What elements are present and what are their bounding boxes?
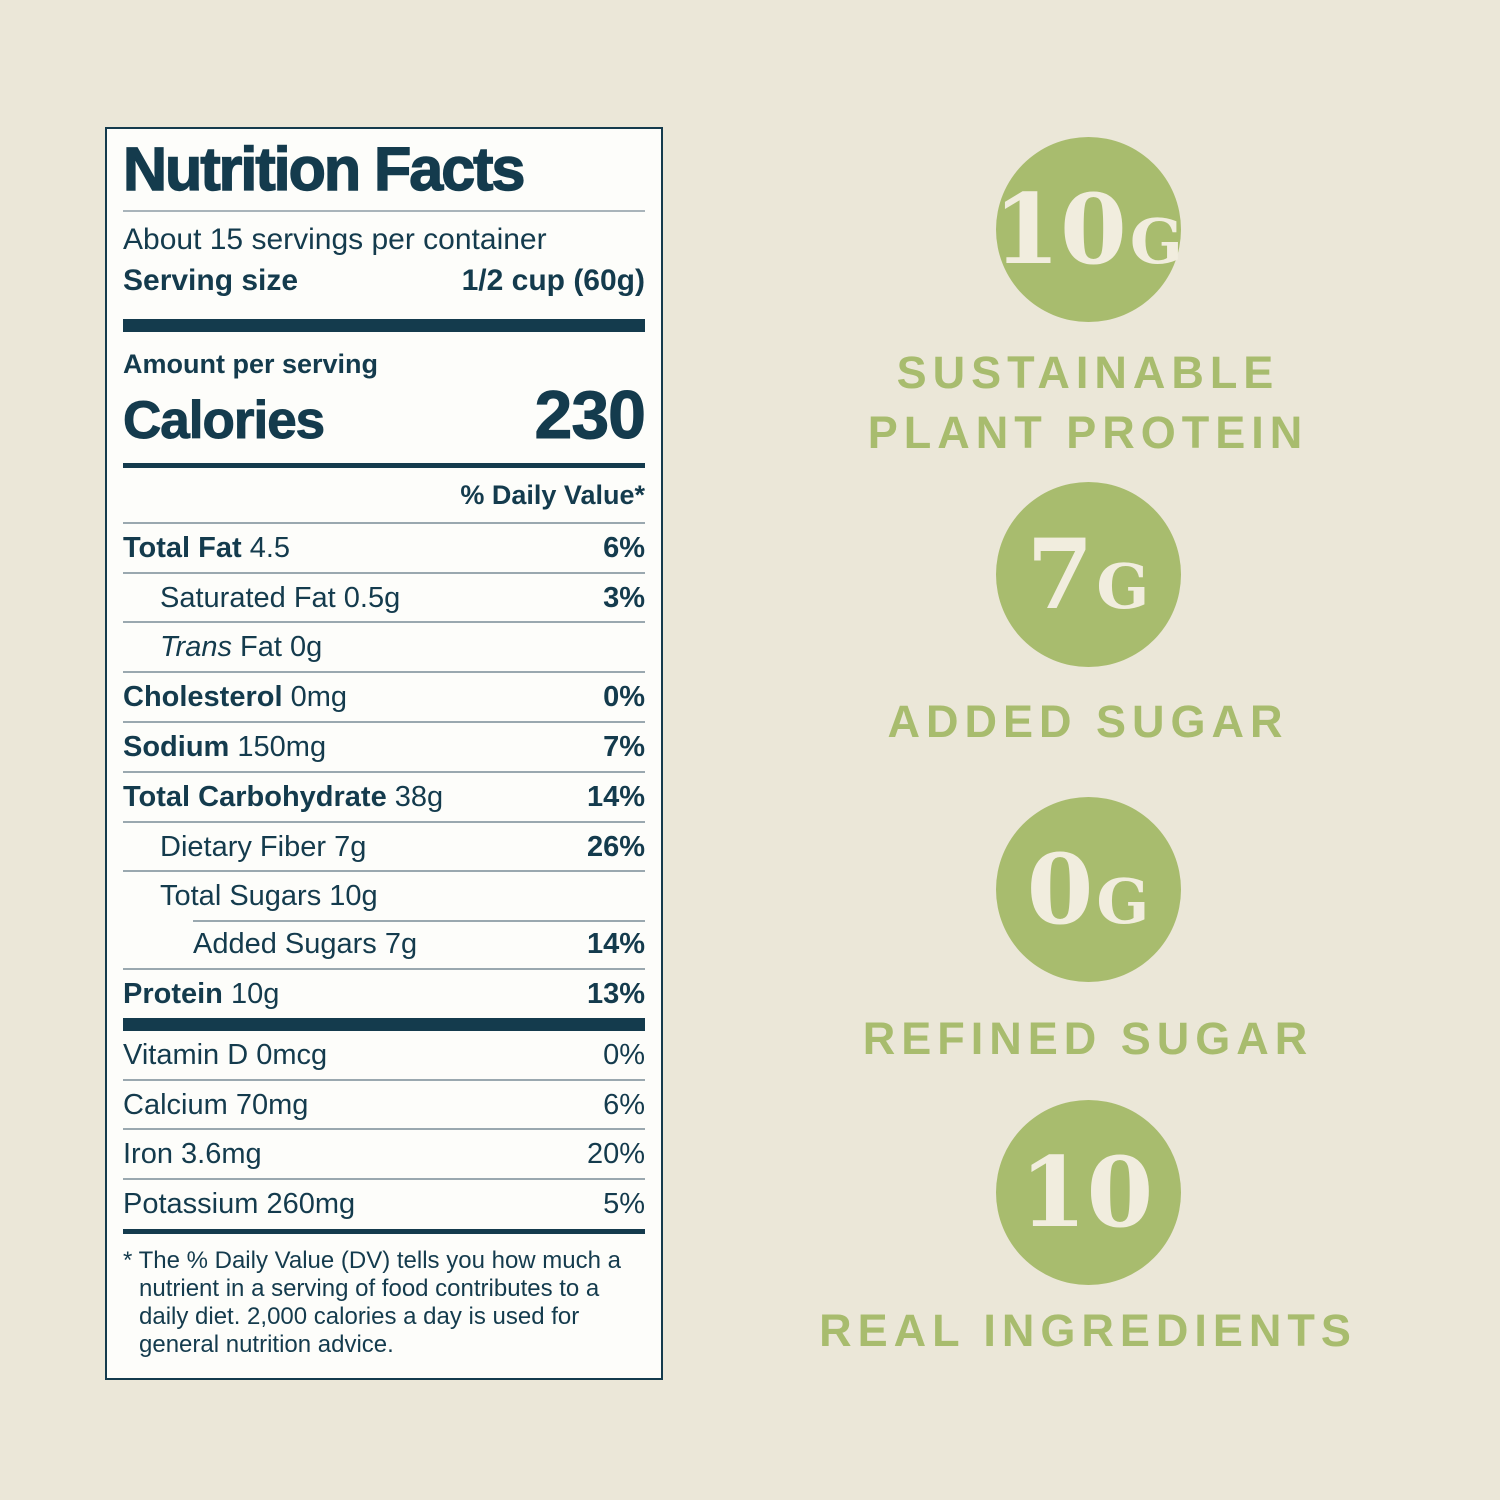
- badge-value: 10: [1019, 1136, 1154, 1249]
- daily-value-header: % Daily Value*: [460, 479, 645, 510]
- highlight-real-ingredients: 10 REAL INGREDIENTS: [805, 1100, 1371, 1361]
- nutrient-name: Iron 3.6mg: [123, 1138, 262, 1171]
- row-total-carbohydrate: Total Carbohydrate 38g 14%: [123, 770, 645, 821]
- nutrient-dv: 6%: [603, 1088, 645, 1121]
- badge-caption: REFINED SUGAR: [862, 1013, 1314, 1064]
- medium-divider-calories: [123, 462, 645, 468]
- nutrient-name: Trans Fat 0g: [160, 631, 323, 664]
- badge-caption: ADDED SUGAR: [887, 696, 1289, 747]
- badge-circle: 10 G: [993, 137, 1183, 322]
- thick-divider-middle: [123, 1017, 645, 1031]
- row-sodium: Sodium 150mg 7%: [123, 721, 645, 771]
- nutrient-dv: 7%: [603, 731, 645, 764]
- badge-value: 10: [993, 173, 1127, 286]
- row-saturated-fat: Saturated Fat 0.5g 3%: [123, 571, 645, 622]
- nutrient-dv: 14%: [586, 780, 645, 813]
- nutrient-rows: Total Fat 4.5 6% Saturated Fat 0.5g 3% T…: [123, 521, 645, 1018]
- row-iron: Iron 3.6mg 20%: [123, 1128, 645, 1178]
- title-divider: [123, 209, 645, 212]
- badge-unit: G: [1096, 550, 1150, 623]
- calories-label: Calories: [122, 390, 325, 450]
- serving-size-label: Serving size: [123, 263, 299, 297]
- badge-value: 0: [1026, 833, 1094, 946]
- nutrient-dv: 5%: [603, 1188, 645, 1221]
- row-added-sugars: Added Sugars 7g 14%: [123, 920, 645, 968]
- badge-unit: G: [1129, 205, 1183, 278]
- calories-row: Calories 230: [122, 376, 646, 454]
- nutrient-dv: 6%: [603, 531, 645, 564]
- nutrient-name: Calcium 70mg: [123, 1088, 309, 1121]
- nutrient-dv: 26%: [586, 830, 645, 863]
- servings-per-container: About 15 servings per container: [123, 222, 547, 256]
- serving-size-value: 1/2 cup (60g): [461, 263, 645, 297]
- row-cholesterol: Cholesterol 0mg 0%: [123, 671, 645, 721]
- row-potassium: Potassium 260mg 5%: [123, 1178, 645, 1228]
- serving-size-row: Serving size 1/2 cup (60g): [123, 264, 645, 298]
- row-calcium: Calcium 70mg 6%: [123, 1078, 645, 1129]
- amount-per-serving-label: Amount per serving: [123, 348, 379, 379]
- highlight-plant-protein: 10 G SUSTAINABLE PLANT PROTEIN: [805, 137, 1371, 463]
- medium-divider-bottom: [123, 1229, 645, 1235]
- badge-circle: 10: [995, 1100, 1181, 1285]
- row-total-sugars: Total Sugars 10g: [123, 870, 645, 920]
- row-trans-fat: Trans Fat 0g: [123, 621, 645, 671]
- nutrient-name: Added Sugars 7g: [193, 928, 418, 961]
- nutrient-name: Total Carbohydrate 38g: [123, 780, 444, 813]
- badge-unit: G: [1096, 865, 1150, 938]
- nutrient-name: Cholesterol 0mg: [123, 681, 348, 714]
- nutrient-name: Sodium 150mg: [123, 731, 327, 764]
- nutrient-dv: 0%: [603, 681, 645, 714]
- badge-value: 7: [1026, 518, 1094, 631]
- row-vitamin-d: Vitamin D 0mcg 0%: [123, 1031, 645, 1079]
- nutrition-facts-title: Nutrition Facts: [122, 135, 526, 203]
- nutrient-name: Potassium 260mg: [123, 1188, 356, 1221]
- nutrient-dv: 0%: [603, 1038, 645, 1071]
- row-protein: Protein 10g 13%: [123, 968, 645, 1018]
- nutrient-name: Saturated Fat 0.5g: [160, 581, 401, 614]
- badge-caption: REAL INGREDIENTS: [819, 1305, 1357, 1356]
- badge-caption: SUSTAINABLE PLANT PROTEIN: [867, 347, 1309, 458]
- row-dietary-fiber: Dietary Fiber 7g 26%: [123, 820, 645, 871]
- nutrition-facts-panel: Nutrition Facts About 15 servings per co…: [105, 127, 663, 1380]
- nutrient-dv: 13%: [586, 978, 645, 1011]
- nutrient-name: Dietary Fiber 7g: [160, 830, 367, 863]
- nutrient-dv: 14%: [586, 928, 645, 961]
- calories-value: 230: [534, 376, 646, 453]
- micronutrient-rows: Vitamin D 0mcg 0% Calcium 70mg 6% Iron 3…: [123, 1031, 645, 1228]
- daily-value-footnote: * The % Daily Value (DV) tells you how m…: [123, 1247, 621, 1359]
- thick-divider-top: [123, 318, 645, 332]
- nutrient-dv: 3%: [603, 581, 645, 614]
- row-total-fat: Total Fat 4.5 6%: [123, 521, 645, 572]
- nutrient-name: Total Fat 4.5: [123, 531, 291, 564]
- nutrient-name: Protein 10g: [123, 978, 280, 1011]
- nutrient-name: Vitamin D 0mcg: [123, 1038, 328, 1071]
- nutrient-dv: 20%: [586, 1138, 645, 1171]
- nutrient-name: Total Sugars 10g: [160, 880, 378, 913]
